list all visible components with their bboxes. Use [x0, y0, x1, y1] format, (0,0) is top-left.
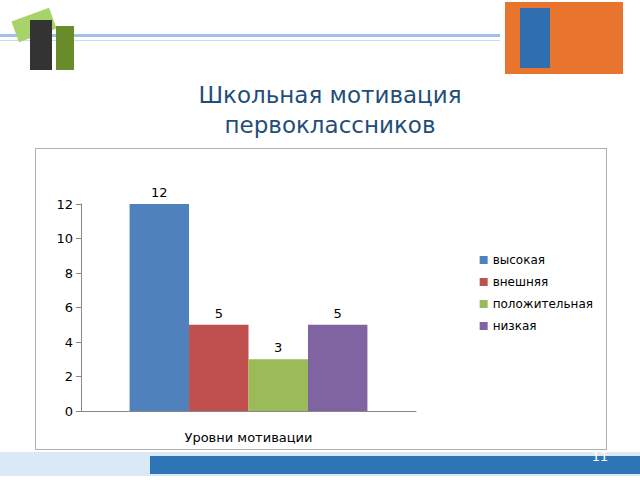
svg-text:10: 10: [56, 231, 73, 246]
svg-text:5: 5: [334, 306, 342, 321]
svg-text:4: 4: [65, 335, 73, 350]
svg-text:высокая: высокая: [493, 253, 545, 267]
svg-text:внешняя: внешняя: [493, 275, 549, 289]
html-text:Школьная мотивация первоклассн: Школьная мотивация первоклассников: [198, 82, 462, 138]
svg-text:6: 6: [65, 300, 73, 315]
svg-text:12: 12: [151, 185, 168, 200]
svg-text:5: 5: [215, 306, 223, 321]
svg-text:3: 3: [274, 340, 282, 355]
svg-text:0: 0: [65, 404, 73, 419]
svg-text:8: 8: [65, 266, 73, 281]
svg-text:положительная: положительная: [493, 297, 593, 311]
svg-text:низкая: низкая: [493, 319, 537, 333]
svg-text:Уровни мотивации: Уровни мотивации: [184, 430, 312, 445]
svg-text:12: 12: [56, 197, 73, 212]
svg-text:2: 2: [65, 369, 73, 384]
html-text:11: 11: [591, 449, 609, 464]
